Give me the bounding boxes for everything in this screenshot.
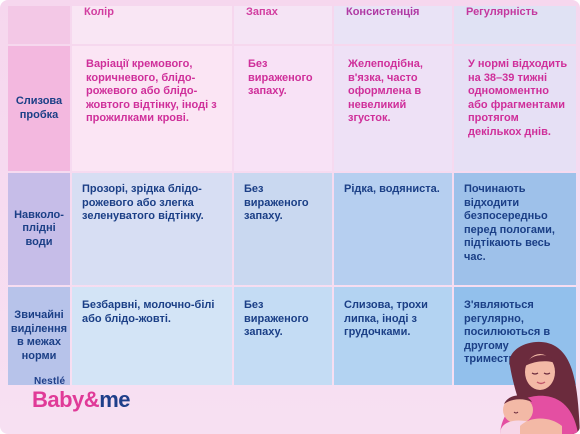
header-corner	[8, 6, 70, 44]
mother-and-baby-illustration	[500, 341, 580, 434]
comparison-table: Колір Запах Консистенція Регулярність Сл…	[6, 4, 578, 387]
header-consistency: Консистенція	[334, 6, 452, 44]
cell-regularity: Починають відходити безпосередньо перед …	[454, 173, 576, 285]
header-regularity: Регулярність	[454, 6, 576, 44]
cell-smell: Без вираженого запаху.	[234, 287, 332, 385]
row-label-normal-discharge: Звичайні виділення в межах норми	[8, 287, 70, 385]
table-row: Слизова пробка Варіації кремового, корич…	[8, 46, 576, 171]
table-row: Звичайні виділення в межах норми Безбарв…	[8, 287, 576, 385]
cell-regularity: У нормі відходить на 38–39 тижні одномом…	[454, 46, 576, 171]
brand-part-me: me	[99, 387, 130, 412]
brand-part-baby: Baby	[32, 387, 84, 412]
cell-smell: Без вираженого запаху.	[234, 46, 332, 171]
row-label-mucus-plug: Слизова пробка	[8, 46, 70, 171]
header-row: Колір Запах Консистенція Регулярність	[8, 6, 576, 44]
header-color: Колір	[72, 6, 232, 44]
brand-name: Baby&me	[32, 387, 130, 412]
table-row: Навколо-плідні води Прозорі, зрідка блід…	[8, 173, 576, 285]
cell-consistency: Слизова, трохи липка, іноді з грудочками…	[334, 287, 452, 385]
row-label-amniotic-fluid: Навколо-плідні води	[8, 173, 70, 285]
cell-consistency: Желеподібна, в'язка, часто оформлена в н…	[334, 46, 452, 171]
header-smell: Запах	[234, 6, 332, 44]
cell-consistency: Рідка, водяниста.	[334, 173, 452, 285]
cell-smell: Без вираженого запаху.	[234, 173, 332, 285]
brand-logo: Nestlé Baby&me	[32, 376, 130, 413]
brand-ampersand: &	[83, 387, 100, 412]
cell-color: Безбарвні, молочно-білі або блідо-жовті.	[72, 287, 232, 385]
company-name: Nestlé	[34, 376, 66, 387]
cell-color: Прозорі, зрідка блідо-рожевого або злегк…	[72, 173, 232, 285]
cell-color: Варіації кремового, коричневого, блідо-р…	[72, 46, 232, 171]
